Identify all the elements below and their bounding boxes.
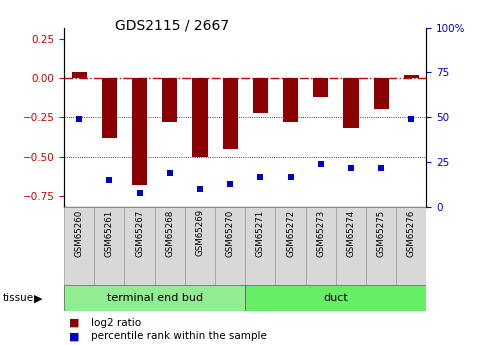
Text: GDS2115 / 2667: GDS2115 / 2667 — [115, 19, 230, 33]
Point — [75, 116, 83, 122]
Point — [136, 190, 143, 195]
Bar — [162, 78, 177, 122]
Bar — [253, 78, 268, 112]
Bar — [374, 78, 388, 109]
Text: GSM65268: GSM65268 — [165, 209, 175, 257]
Text: terminal end bud: terminal end bud — [106, 293, 203, 303]
Point — [347, 165, 355, 170]
Bar — [64, 285, 246, 310]
Point — [226, 181, 234, 186]
Text: ■: ■ — [69, 332, 79, 341]
Bar — [71, 72, 87, 78]
Bar — [185, 207, 215, 285]
Bar — [215, 207, 246, 285]
Text: GSM65273: GSM65273 — [316, 209, 325, 257]
Bar — [283, 78, 298, 122]
Bar — [124, 207, 155, 285]
Bar — [344, 78, 358, 128]
Text: log2 ratio: log2 ratio — [91, 318, 141, 328]
Bar — [366, 207, 396, 285]
Text: GSM65275: GSM65275 — [377, 209, 386, 257]
Bar — [245, 207, 276, 285]
Text: tissue: tissue — [2, 294, 34, 303]
Text: GSM65276: GSM65276 — [407, 209, 416, 257]
Bar — [94, 207, 124, 285]
Text: ▶: ▶ — [34, 294, 42, 303]
Text: GSM65261: GSM65261 — [105, 209, 114, 257]
Bar — [313, 78, 328, 97]
Point — [286, 174, 294, 179]
Text: GSM65270: GSM65270 — [226, 209, 235, 257]
Text: ■: ■ — [69, 318, 79, 328]
Text: percentile rank within the sample: percentile rank within the sample — [91, 332, 267, 341]
Point — [407, 116, 415, 122]
Point — [196, 186, 204, 192]
Text: GSM65267: GSM65267 — [135, 209, 144, 257]
Bar — [276, 207, 306, 285]
Point — [377, 165, 385, 170]
Bar — [102, 78, 117, 138]
Point — [106, 177, 113, 183]
Point — [256, 174, 264, 179]
Text: GSM65260: GSM65260 — [74, 209, 84, 257]
Bar — [336, 207, 366, 285]
Bar — [192, 78, 208, 157]
Bar — [132, 78, 147, 185]
Bar — [155, 207, 185, 285]
Bar — [245, 285, 426, 310]
Text: GSM65274: GSM65274 — [347, 209, 355, 257]
Text: GSM65269: GSM65269 — [195, 209, 205, 256]
Point — [166, 170, 174, 176]
Bar — [306, 207, 336, 285]
Bar — [223, 78, 238, 149]
Bar — [404, 75, 419, 78]
Text: duct: duct — [323, 293, 348, 303]
Bar — [396, 207, 426, 285]
Point — [317, 161, 325, 167]
Text: GSM65271: GSM65271 — [256, 209, 265, 257]
Text: GSM65272: GSM65272 — [286, 209, 295, 257]
Bar — [64, 207, 94, 285]
